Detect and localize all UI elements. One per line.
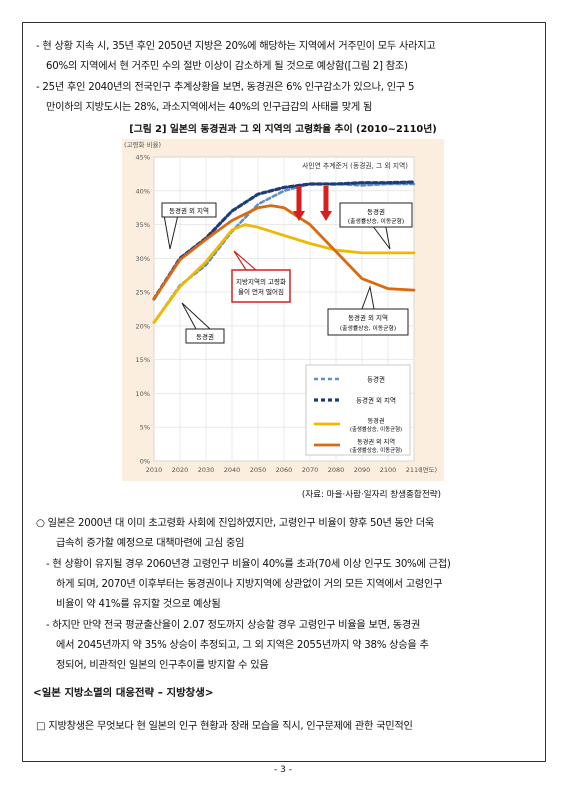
callout-center-note: 율이 먼저 떨어짐 [238, 287, 284, 296]
x-tick-label: 2090 [354, 466, 371, 474]
x-tick-label: 2110 [406, 466, 423, 474]
x-tick-label: 2050 [250, 466, 267, 474]
paragraph-line: □ 지방창생은 무엇보다 현 일본의 인구 현황과 장래 모습을 직시, 인구문… [36, 721, 413, 732]
y-axis-label: (고령화 비율) [124, 140, 161, 149]
x-axis-unit: (연도) [420, 466, 437, 474]
y-tick-label: 25% [136, 289, 150, 297]
callout-box [185, 328, 225, 344]
paragraph-line: 에서 2045년까지 약 35% 상승이 추정되고, 그 외 지역은 2055년… [56, 640, 429, 651]
legend-label: 동경권 외 지역 [357, 438, 395, 446]
paragraph-line: 급속히 증가할 예정으로 대책마련에 고심 중임 [56, 538, 245, 549]
y-tick-label: 35% [136, 221, 150, 229]
callout-tokyo: 동경권 [196, 332, 214, 341]
paragraph-line: 정되어, 비관적인 일본의 인구추이를 방지할 수 있음 [56, 660, 269, 671]
x-tick-label: 2060 [276, 466, 293, 474]
legend-sublabel: (출생률상승, 이동균형) [350, 446, 402, 454]
bullet-line: 만이하의 지방도시는 28%, 과소지역에서는 40%의 인구급감의 사태를 맞… [46, 102, 373, 113]
callout-outer-birthrate: 동경권 외 지역 [348, 313, 388, 322]
callout-tokyo-birthrate-sub: (출생률상승, 이동균형) [348, 217, 404, 225]
series-line-4 [152, 204, 416, 301]
y-tick-label: 20% [136, 322, 150, 330]
legend-label: 동경권 [367, 417, 384, 425]
callout-box [339, 202, 413, 228]
figure-caption: [그림 2] 일본의 동경권과 그 외 지역의 고령화율 추이 (2010~21… [129, 124, 437, 135]
callout-box [231, 269, 291, 303]
callout-center-note: 지방지역의 고령화 [236, 277, 286, 286]
x-tick-label: 2030 [198, 466, 215, 474]
callout-box [327, 308, 409, 336]
section-heading: <일본 지방소멸의 대응전략 – 지방창생> [33, 687, 214, 699]
y-tick-label: 0% [140, 458, 150, 466]
aging-rate-chart: 0% 5% 10% 15% 20% 25% 30% 35% 40% 45% 2010 2020 2030… [122, 139, 444, 481]
paragraph-line: 비율이 약 41%를 유지할 것으로 예상됨 [56, 599, 221, 610]
red-arrow-shaft [296, 186, 302, 211]
callout-tokyo-birthrate: 동경권 [367, 207, 385, 216]
red-arrow-head [293, 211, 305, 221]
red-arrow-shaft [323, 186, 329, 211]
y-tick-label: 45% [136, 154, 150, 162]
x-tick-label: 2070 [302, 466, 319, 474]
y-tick-label: 5% [140, 424, 150, 432]
series-line-3 [152, 223, 416, 324]
paragraph-line: - 하지만 만약 전국 평균출산율이 2.07 정도까지 상승할 경우 고령인구… [46, 620, 421, 631]
bullet-line: 60%의 지역에서 현 거주민 수의 절반 이상이 감소하게 될 것으로 예상함… [46, 61, 408, 72]
y-tick-label: 30% [136, 255, 150, 263]
page-number: - 3 - [274, 765, 292, 775]
top-annotation: 사인연 추계준거 (동경권, 그 외 지역) [302, 161, 408, 170]
y-tick-label: 15% [136, 356, 150, 364]
y-tick-label: 40% [136, 187, 150, 195]
y-tick-label: 10% [136, 390, 150, 398]
x-tick-label: 2100 [380, 466, 397, 474]
figure-source: (자료: 마을·사람·일자리 창생종합전략) [301, 490, 441, 500]
paragraph-line: 하게 되며, 2070년 이후부터는 동경권이나 지방지역에 상관없이 거의 모… [56, 579, 443, 590]
chart-svg: 0% 5% 10% 15% 20% 25% 30% 35% 40% 45% 2010 2020 2030… [124, 140, 437, 474]
legend-sublabel: (출생률상승, 이동균형) [350, 425, 402, 433]
x-tick-label: 2020 [172, 466, 189, 474]
callout-outer-region: 동경권 외 지역 [169, 206, 209, 215]
paragraph-line: - 현 상황이 유지될 경우 2060년경 고령인구 비율이 40%를 초과(7… [46, 559, 451, 570]
callout-outer-birthrate-sub: (출생률상승, 이동균형) [340, 324, 396, 332]
legend-label: 동경권 외 지역 [356, 396, 396, 405]
x-tick-label: 2010 [146, 466, 163, 474]
page-border [22, 22, 546, 762]
red-arrow-head [320, 211, 332, 221]
paragraph-line: ○ 일본은 2000년 대 이미 초고령화 사회에 진입하였지만, 고령인구 비… [36, 518, 435, 529]
bullet-line: - 현 상황 지속 시, 35년 후인 2050년 지방은 20%에 해당하는 … [36, 41, 436, 52]
x-tick-label: 2080 [328, 466, 345, 474]
bullet-line: - 25년 후인 2040년의 전국인구 추계상황을 보면, 동경권은 6% 인… [36, 82, 415, 93]
callout-box [161, 202, 217, 218]
x-tick-label: 2040 [224, 466, 241, 474]
legend-label: 동경권 [367, 375, 385, 384]
